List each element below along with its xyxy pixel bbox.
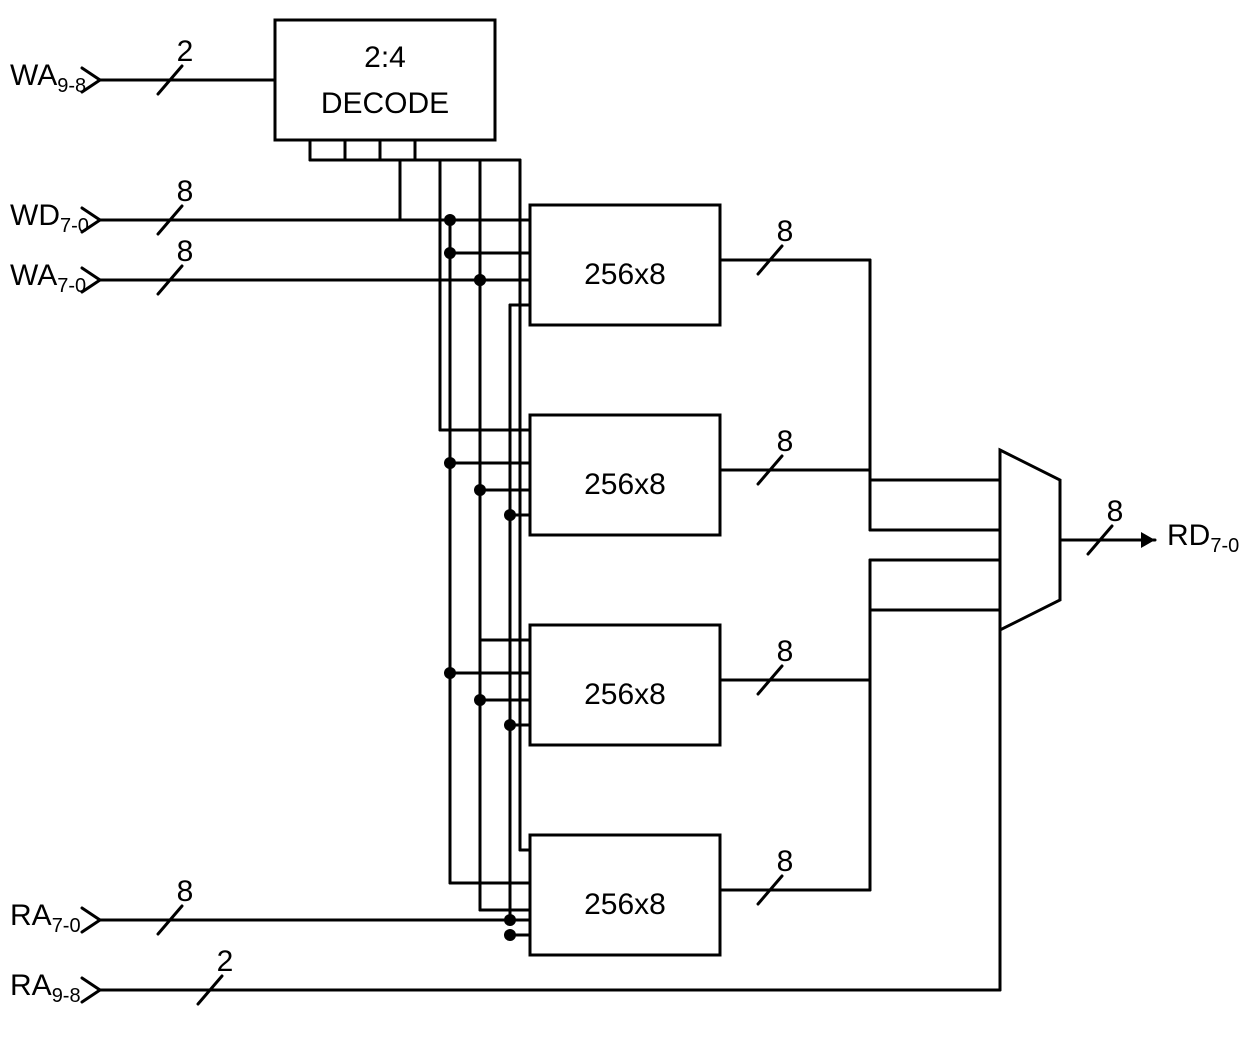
mem-out-2-buswidth: 8 <box>777 635 794 669</box>
input-wa98-label: WA9-8 <box>10 59 86 98</box>
input-ra70-buswidth: 8 <box>177 875 194 909</box>
input-wa70-label: WA7-0 <box>10 259 86 298</box>
input-wa98-buswidth: 2 <box>177 35 194 69</box>
input-wa70-buswidth: 8 <box>177 235 194 269</box>
mem-out-3-buswidth: 8 <box>777 845 794 879</box>
input-wd70-label: WD7-0 <box>10 199 89 238</box>
decoder-label-line2: DECODE <box>321 87 449 121</box>
mem-out-1-buswidth: 8 <box>777 425 794 459</box>
decoder-label-line1: 2:4 <box>364 41 406 75</box>
mem-block-0-label: 256x8 <box>584 258 666 292</box>
mem-block-2-label: 256x8 <box>584 678 666 712</box>
output-rd-label: RD7-0 <box>1167 519 1239 558</box>
mux-out-buswidth: 8 <box>1107 495 1124 529</box>
input-ra98-buswidth: 2 <box>217 945 234 979</box>
mem-block-1-label: 256x8 <box>584 468 666 502</box>
input-ra98-label: RA9-8 <box>10 969 81 1008</box>
mem-out-0-buswidth: 8 <box>777 215 794 249</box>
input-ra70-label: RA7-0 <box>10 899 81 938</box>
input-wd70-buswidth: 8 <box>177 175 194 209</box>
mem-block-3-label: 256x8 <box>584 888 666 922</box>
